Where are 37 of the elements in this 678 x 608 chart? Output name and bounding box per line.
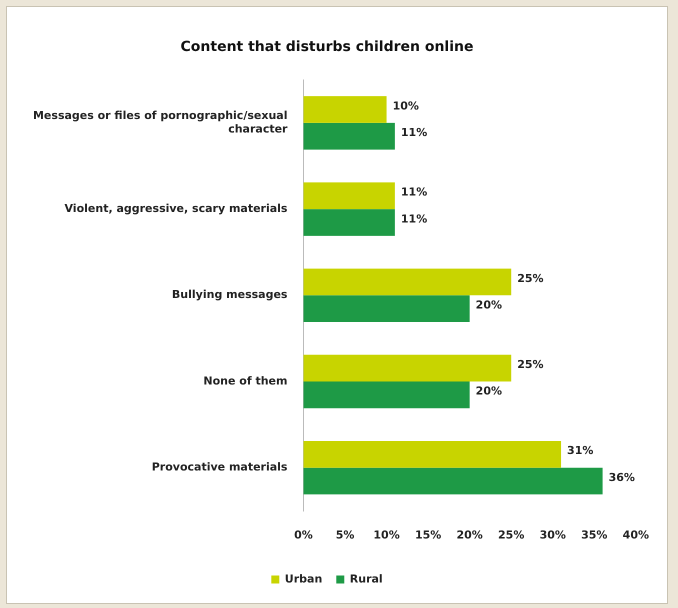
bar (303, 354, 512, 382)
legend-label: Rural (350, 572, 383, 586)
bar (303, 122, 395, 150)
bar (303, 382, 470, 408)
x-tick-label: 40% (622, 528, 650, 542)
y-tick-label: Provocative materials (152, 460, 288, 474)
y-tick-label: None of them (203, 374, 288, 388)
data-label: 25% (517, 272, 544, 285)
x-tick-label: 10% (373, 528, 400, 542)
bar (303, 268, 512, 296)
x-tick-label: 0% (294, 528, 313, 542)
y-tick-label: Bullying messages (172, 288, 288, 302)
y-tick-label: Violent, aggressive, scary materials (64, 202, 288, 215)
bar (303, 182, 395, 210)
data-label: 36% (608, 470, 635, 484)
chart-title: Content that disturbs children online (180, 39, 474, 56)
data-label: 25% (517, 358, 544, 371)
data-label: 10% (392, 99, 419, 112)
data-label: 20% (476, 384, 502, 398)
x-tick-label: 25% (498, 528, 524, 542)
data-label: 31% (567, 444, 594, 458)
x-tick-label: 5% (336, 528, 354, 542)
bar (303, 440, 562, 468)
x-tick-label: 35% (581, 528, 608, 542)
data-label: 11% (400, 126, 428, 140)
legend-label: Urban (284, 572, 322, 586)
data-label: 11% (400, 186, 428, 199)
bar (303, 96, 387, 123)
data-label: 20% (476, 298, 502, 312)
y-tick-label: Messages or files of pornographic/sexual character (32, 109, 288, 136)
x-tick-label: 15% (414, 528, 442, 542)
bar (303, 295, 470, 322)
bar (303, 468, 603, 494)
bar (303, 209, 395, 236)
x-tick-label: 30% (540, 528, 566, 542)
data-label: 11% (400, 212, 428, 226)
x-tick-label: 20% (456, 528, 483, 542)
